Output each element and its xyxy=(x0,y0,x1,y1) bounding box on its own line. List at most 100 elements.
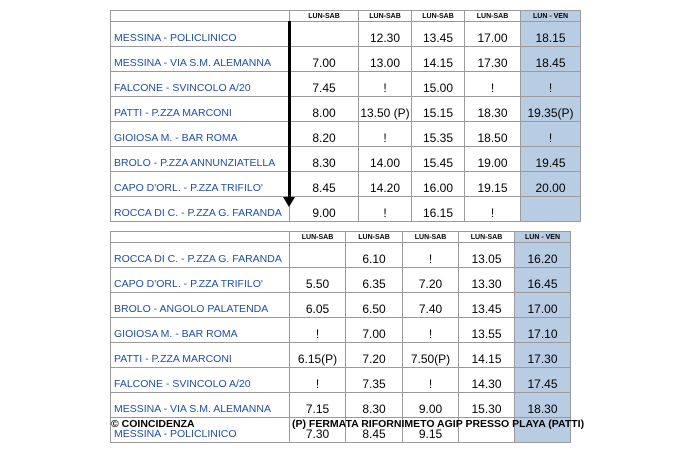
departure-time: 17.45 xyxy=(514,367,571,393)
departure-time: 17.10 xyxy=(514,317,571,343)
table-row: MESSINA - VIA S.M. ALEMANNA 7.00 13.00 14.1… xyxy=(110,46,581,72)
stop-name: GIOIOSA M. - BAR ROMA xyxy=(110,317,290,343)
departure-time: 14.20 xyxy=(358,171,412,197)
stop-name: BROLO - P.ZZA ANNUNZIATELLA xyxy=(110,146,290,172)
departure-time: ! xyxy=(402,367,459,393)
departure-time: 6.05 xyxy=(289,292,346,318)
departure-time: 6.35 xyxy=(345,267,403,293)
stop-name: FALCONE - SVINCOLO A/20 xyxy=(110,71,290,97)
departure-time: ! xyxy=(358,121,412,147)
departure-time: 19.15 xyxy=(464,171,521,197)
timetable-outbound: LUN-SAB LUN-SAB LUN-SAB LUN-SAB LUN - VEN MES… xyxy=(110,10,581,222)
departure-time: 5.50 xyxy=(289,267,346,293)
departure-time: 13.45 xyxy=(411,21,465,47)
departure-time: 7.00 xyxy=(289,46,359,72)
departure-time: 8.00 xyxy=(289,96,359,122)
departure-time: 16.00 xyxy=(411,171,465,197)
departure-time: ! xyxy=(520,121,581,147)
departure-time: 7.20 xyxy=(402,267,459,293)
departure-time: 14.15 xyxy=(411,46,465,72)
header-day-cell: LUN-SAB xyxy=(402,231,459,243)
table-row: FALCONE - SVINCOLO A/20 7.45! 15.00!! xyxy=(110,71,581,97)
stop-name: MESSINA - POLICLINICO xyxy=(110,417,290,443)
departure-time: 8.20 xyxy=(289,121,359,147)
departure-time: 7.15 xyxy=(289,392,346,418)
stop-name: MESSINA - VIA S.M. ALEMANNA xyxy=(110,46,290,72)
table-row: PATTI - P.ZZA MARCONI 8.00 13.50 (P) 15.15 1… xyxy=(110,96,581,122)
header-day-cell: LUN-SAB xyxy=(358,10,412,22)
departure-time: 18.45 xyxy=(520,46,581,72)
header-day-cell: LUN-SAB xyxy=(289,10,359,22)
timetable-return-body: LUN-SAB LUN-SAB LUN-SAB LUN-SAB LUN - VEN ROC… xyxy=(110,231,571,443)
departure-time: ! xyxy=(289,367,346,393)
departure-time: 17.00 xyxy=(514,292,571,318)
departure-time: 13.00 xyxy=(358,46,412,72)
departure-time: 18.30 xyxy=(514,392,571,418)
table-row: CAPO D'ORL. - P.ZZA TRIFILO' 8.45 14.20 16.… xyxy=(110,171,581,197)
departure-time: ! xyxy=(520,71,581,97)
departure-time: 6.10 xyxy=(345,242,403,268)
stop-name: PATTI - P.ZZA MARCONI xyxy=(110,342,290,368)
departure-time: 15.45 xyxy=(411,146,465,172)
stop-name: BROLO - ANGOLO PALATENDA xyxy=(110,292,290,318)
departure-time: 9.15 xyxy=(402,417,459,443)
departure-time: 15.30 xyxy=(458,392,515,418)
stop-name: ROCCA DI C. - P.ZZA G. FARANDA xyxy=(110,242,290,268)
departure-time xyxy=(520,196,581,222)
table-row: FALCONE - SVINCOLO A/20! 7.35! 14.30 17.45 xyxy=(110,367,571,393)
departure-time: 16.20 xyxy=(514,242,571,268)
departure-time: 7.45 xyxy=(289,71,359,97)
header-day-cell: LUN-SAB xyxy=(289,231,346,243)
departure-time: 7.20 xyxy=(345,342,403,368)
table-row: MESSINA - POLICLINICO 12.30 13.45 17.00 18.1… xyxy=(110,21,581,47)
down-arrow-icon xyxy=(283,21,295,207)
table-row: MESSINA - VIA S.M. ALEMANNA 7.15 8.30 9.00 1… xyxy=(110,392,571,418)
departure-time: 16.15 xyxy=(411,196,465,222)
departure-time: 7.30 xyxy=(289,417,346,443)
stop-name: MESSINA - VIA S.M. ALEMANNA xyxy=(110,392,290,418)
departure-time: 12.30 xyxy=(358,21,412,47)
departure-time: 15.15 xyxy=(411,96,465,122)
departure-time: 7.40 xyxy=(402,292,459,318)
table-row: PATTI - P.ZZA MARCONI 6.15(P) 7.20 7.50(P) 1… xyxy=(110,342,571,368)
departure-time: 9.00 xyxy=(402,392,459,418)
departure-time: 14.00 xyxy=(358,146,412,172)
departure-time: 13.05 xyxy=(458,242,515,268)
departure-time: 13.30 xyxy=(458,267,515,293)
departure-time: 17.30 xyxy=(464,46,521,72)
stop-name: MESSINA - POLICLINICO xyxy=(110,21,290,47)
header-day-cell: LUN-SAB xyxy=(458,231,515,243)
departure-time: 8.30 xyxy=(289,146,359,172)
departure-time: 7.35 xyxy=(345,367,403,393)
header-day-cell: LUN - VEN xyxy=(514,231,571,243)
departure-time: 14.30 xyxy=(458,367,515,393)
header-stop-cell xyxy=(110,10,290,22)
timetable-outbound-body: LUN-SAB LUN-SAB LUN-SAB LUN-SAB LUN - VEN MES… xyxy=(110,10,581,222)
departure-time: 13.50 (P) xyxy=(358,96,412,122)
table-row: BROLO - ANGOLO PALATENDA 6.05 6.50 7.40 13.4… xyxy=(110,292,571,318)
header-row: LUN-SAB LUN-SAB LUN-SAB LUN-SAB LUN - VEN xyxy=(110,231,571,243)
departure-time: 15.35 xyxy=(411,121,465,147)
departure-time: ! xyxy=(464,196,521,222)
departure-time: 9.00 xyxy=(289,196,359,222)
header-day-cell: LUN-SAB xyxy=(464,10,521,22)
departure-time xyxy=(514,417,571,443)
header-stop-cell xyxy=(110,231,290,243)
departure-time: 17.30 xyxy=(514,342,571,368)
header-row: LUN-SAB LUN-SAB LUN-SAB LUN-SAB LUN - VEN xyxy=(110,10,581,22)
footer-connection-note: © COINCIDENZA xyxy=(111,418,195,430)
departure-time xyxy=(289,21,359,47)
departure-time: 14.15 xyxy=(458,342,515,368)
departure-time: 7.50(P) xyxy=(402,342,459,368)
departure-time: ! xyxy=(358,196,412,222)
stop-name: GIOIOSA M. - BAR ROMA xyxy=(110,121,290,147)
departure-time: 15.00 xyxy=(411,71,465,97)
stop-name: FALCONE - SVINCOLO A/20 xyxy=(110,367,290,393)
stop-name: PATTI - P.ZZA MARCONI xyxy=(110,96,290,122)
departure-time: 13.55 xyxy=(458,317,515,343)
departure-time: 7.00 xyxy=(345,317,403,343)
departure-time: ! xyxy=(464,71,521,97)
table-row: MESSINA - POLICLINICO 7.30 8.45 9.15 xyxy=(110,417,571,443)
departure-time: 6.15(P) xyxy=(289,342,346,368)
departure-time: 19.35(P) xyxy=(520,96,581,122)
